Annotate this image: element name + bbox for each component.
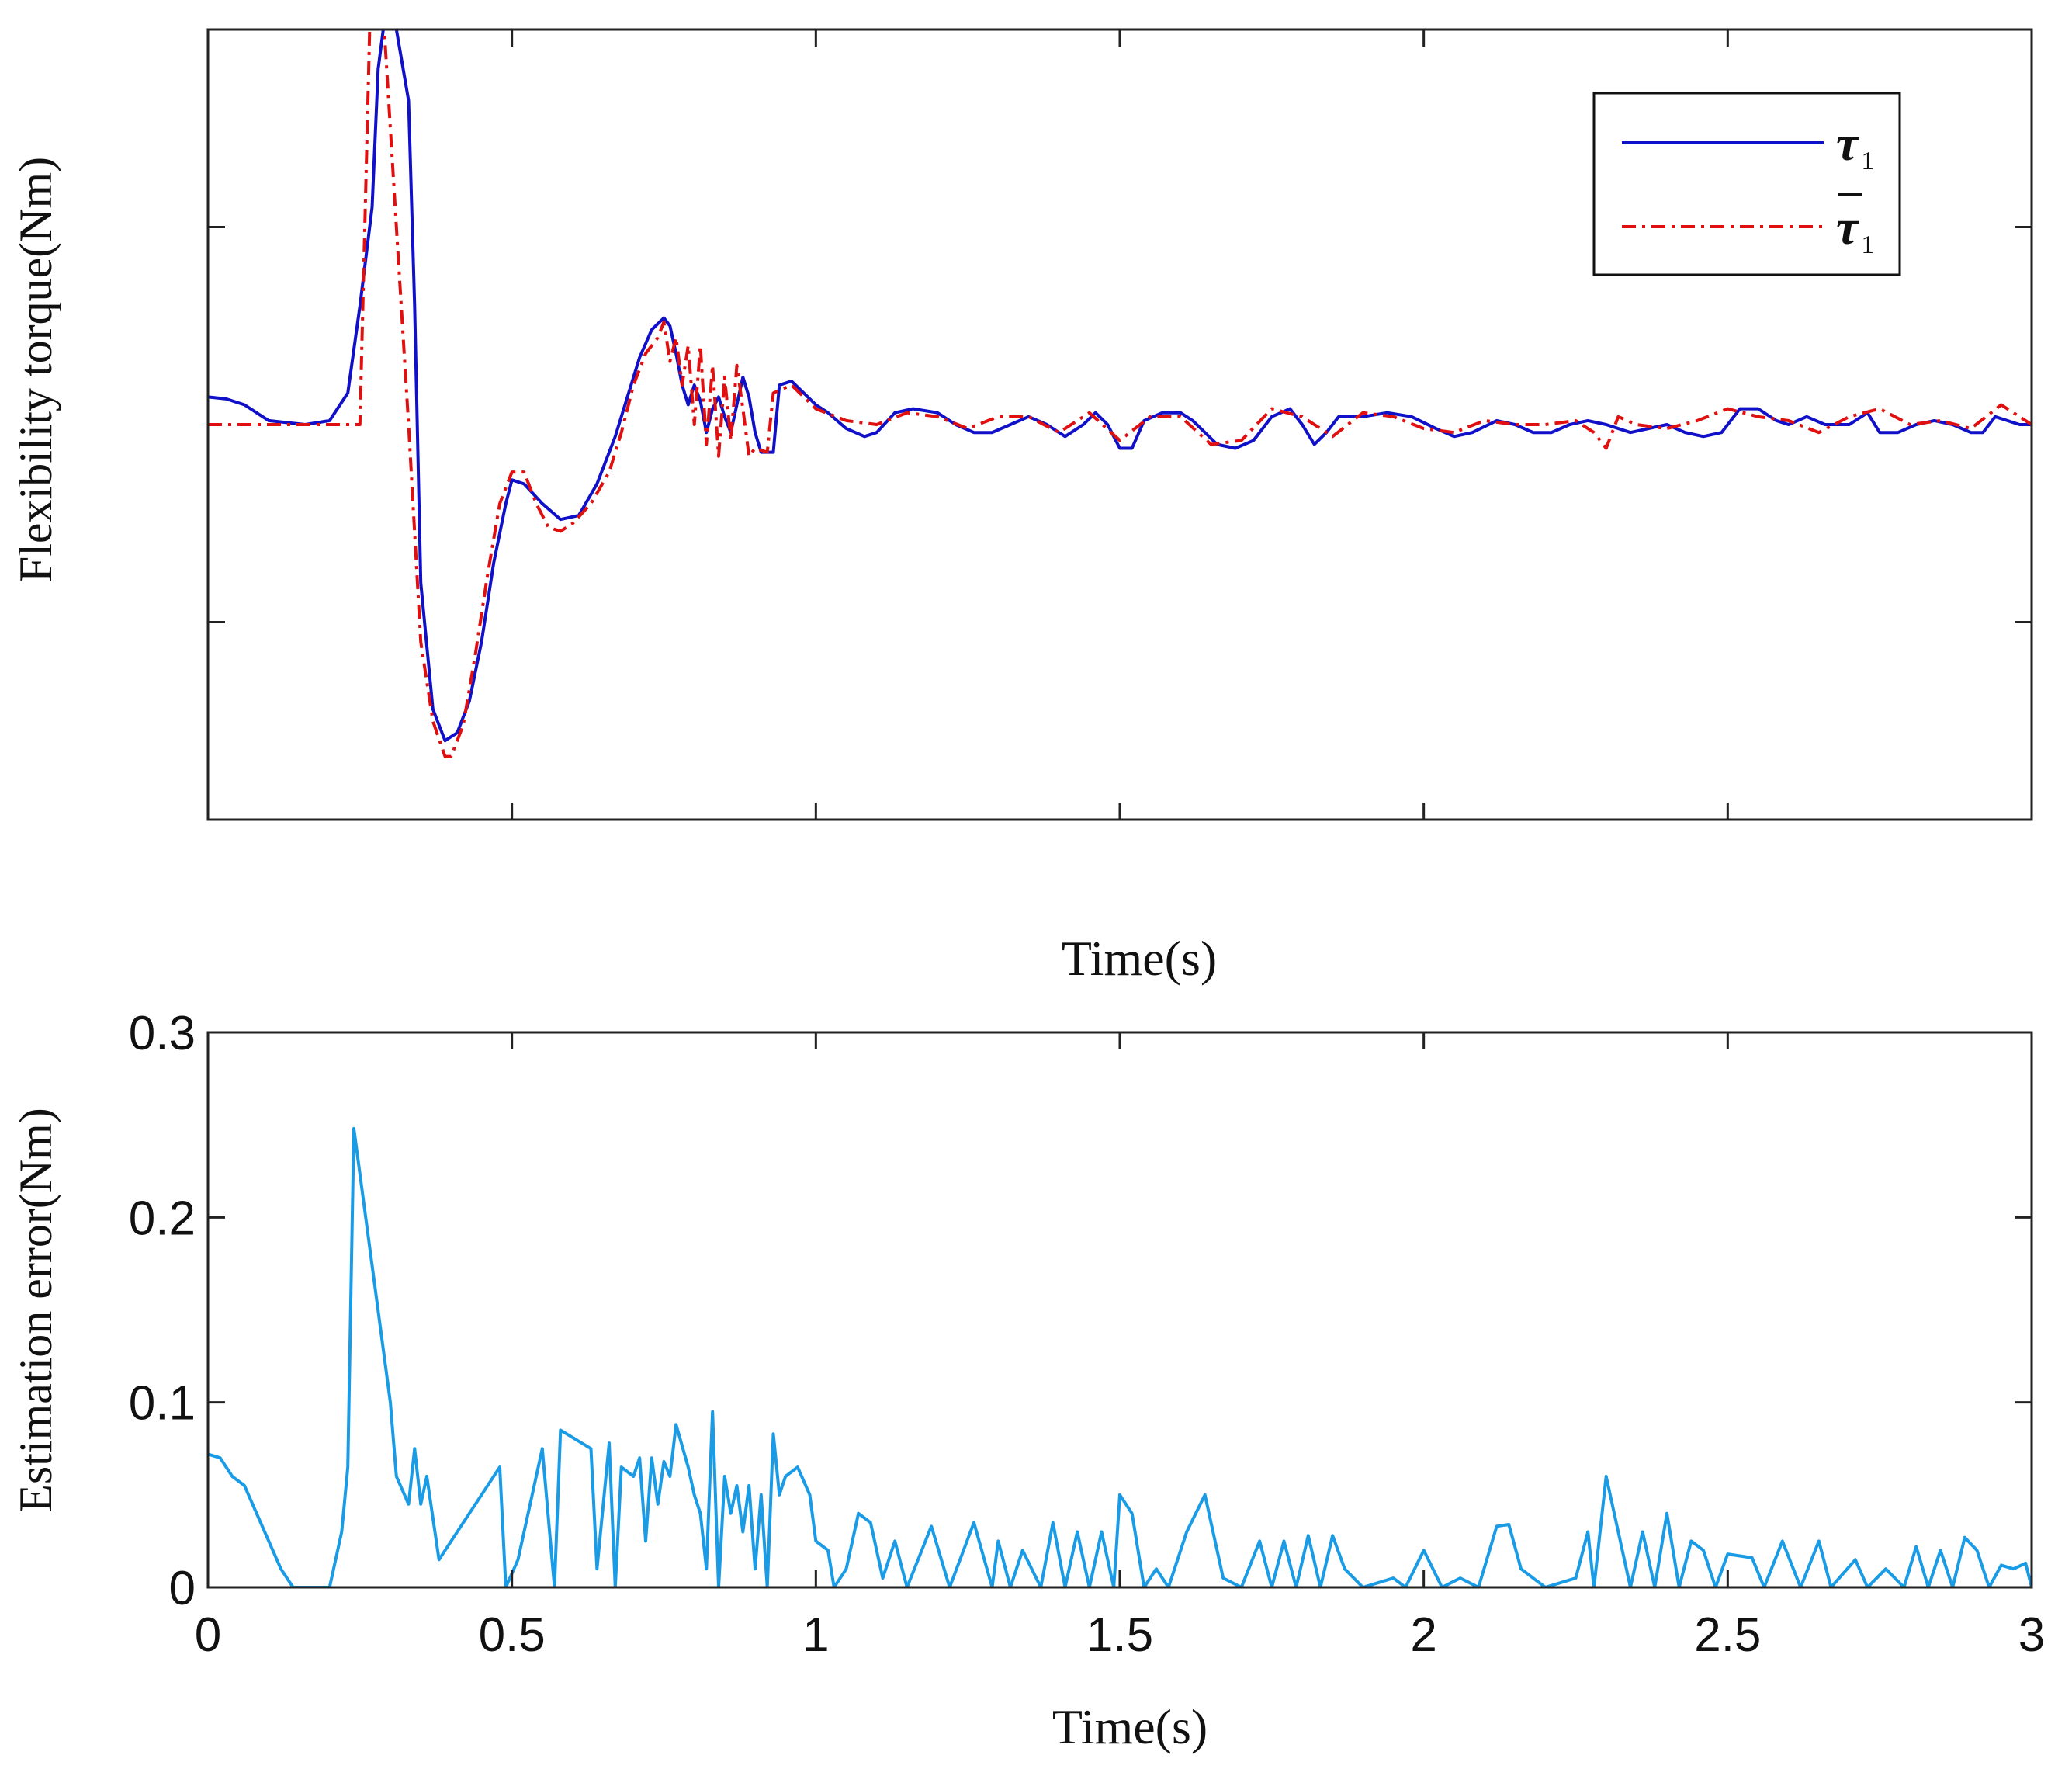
bottom-y-tick-label-1: 0.1 — [129, 1377, 196, 1431]
top-plot-area — [208, 29, 2032, 758]
bottom-x-tick-label-3: 1.5 — [1086, 1608, 1153, 1662]
bottom-x-tick-label-6: 3 — [2018, 1608, 2045, 1662]
bottom-y-axis-label: Estimation error(Nm) — [10, 1108, 61, 1513]
bottom-y-tick-label-0: 0 — [169, 1562, 196, 1615]
bottom-x-tick-label-2: 1 — [802, 1608, 829, 1662]
bottom-tick-group — [206, 1031, 2033, 1589]
bottom-x-tick-label-0: 0 — [195, 1608, 221, 1662]
bottom-series-line-0 — [208, 1126, 2032, 1587]
bottom-series-group — [208, 1126, 2032, 1587]
top-x-axis-label: Time(s) — [1062, 931, 1217, 986]
top-y-axis-label: Flexibility torque(Nm) — [10, 157, 61, 582]
top-series-group — [208, 29, 2032, 758]
bottom-x-tick-label-4: 2 — [1410, 1608, 1436, 1662]
top-series-line-1 — [208, 29, 2032, 758]
bottom-tick-label-group: 0 0.5 1 1.5 2 2.5 3 0 0.1 0.2 0.3 — [129, 1007, 2045, 1662]
bottom-x-axis-label: Time(s) — [1052, 1699, 1208, 1754]
bottom-plot-area — [208, 1126, 2032, 1587]
bottom-y-tick-label-2: 0.2 — [129, 1191, 196, 1245]
top-tick-group — [208, 28, 2032, 820]
bottom-chart: 0 0.5 1 1.5 2 2.5 3 0 0.1 0.2 0.3 Estimation error… — [10, 1007, 2045, 1754]
legend-box — [1592, 92, 1901, 276]
bottom-x-tick-label-1: 0.5 — [479, 1608, 546, 1662]
bottom-y-tick-label-3: 0.3 — [129, 1007, 196, 1060]
bottom-x-tick-label-5: 2.5 — [1694, 1608, 1761, 1662]
